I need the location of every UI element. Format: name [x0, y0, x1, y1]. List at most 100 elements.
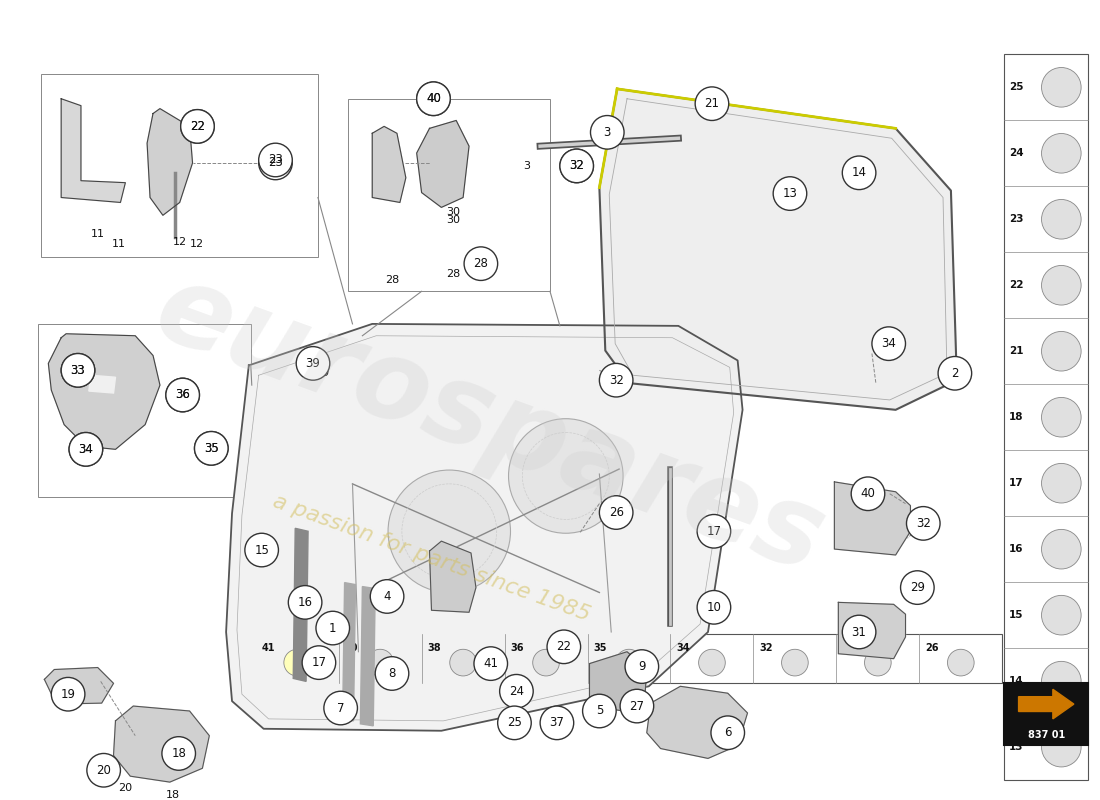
Polygon shape — [647, 686, 748, 758]
Text: 25: 25 — [507, 716, 521, 730]
Text: 23: 23 — [1009, 214, 1024, 224]
Text: 17: 17 — [706, 525, 722, 538]
Text: 40: 40 — [426, 92, 441, 106]
Circle shape — [296, 346, 330, 380]
Circle shape — [69, 433, 102, 466]
Polygon shape — [89, 375, 116, 393]
Circle shape — [1042, 134, 1081, 173]
Polygon shape — [590, 652, 647, 711]
Circle shape — [371, 580, 404, 614]
Circle shape — [851, 477, 884, 510]
Text: 17: 17 — [311, 656, 327, 669]
Circle shape — [625, 650, 659, 683]
Circle shape — [323, 691, 358, 725]
Circle shape — [52, 678, 85, 711]
Circle shape — [195, 431, 228, 465]
Text: 30: 30 — [447, 207, 460, 218]
Circle shape — [1042, 266, 1081, 305]
Circle shape — [843, 156, 876, 190]
Circle shape — [773, 177, 806, 210]
Text: 22: 22 — [190, 120, 205, 133]
Text: 40: 40 — [426, 92, 441, 106]
Circle shape — [782, 650, 808, 676]
Text: 25: 25 — [1009, 82, 1024, 92]
Polygon shape — [429, 541, 476, 612]
Circle shape — [532, 650, 560, 676]
Circle shape — [1042, 331, 1081, 371]
Text: 9: 9 — [638, 660, 646, 673]
Text: 11: 11 — [90, 229, 104, 239]
Circle shape — [600, 363, 632, 397]
Text: 23: 23 — [268, 154, 283, 166]
Circle shape — [901, 570, 934, 604]
Circle shape — [258, 146, 293, 180]
Circle shape — [872, 327, 905, 361]
Circle shape — [366, 650, 394, 676]
Circle shape — [162, 737, 196, 770]
Text: 37: 37 — [550, 716, 564, 730]
Text: 33: 33 — [70, 364, 86, 377]
Circle shape — [1042, 595, 1081, 635]
Circle shape — [540, 706, 574, 740]
Text: 34: 34 — [78, 443, 94, 456]
Text: 28: 28 — [473, 257, 488, 270]
Circle shape — [166, 378, 199, 412]
Text: 24: 24 — [1009, 148, 1024, 158]
Text: 29: 29 — [910, 581, 925, 594]
Circle shape — [69, 433, 102, 466]
Text: 34: 34 — [881, 337, 896, 350]
Polygon shape — [835, 482, 911, 555]
Circle shape — [616, 650, 642, 676]
Text: 39: 39 — [306, 357, 320, 370]
Text: 41: 41 — [262, 643, 275, 653]
Text: 12: 12 — [189, 239, 204, 249]
Circle shape — [697, 514, 730, 548]
Circle shape — [388, 470, 510, 593]
Circle shape — [464, 247, 497, 281]
FancyBboxPatch shape — [1004, 54, 1088, 780]
Polygon shape — [62, 98, 125, 202]
Circle shape — [698, 650, 725, 676]
Circle shape — [474, 647, 507, 680]
Text: 15: 15 — [1009, 610, 1024, 620]
Text: 16: 16 — [1009, 544, 1024, 554]
Circle shape — [1042, 463, 1081, 503]
Circle shape — [591, 115, 624, 149]
Circle shape — [508, 418, 623, 534]
Text: 10: 10 — [706, 601, 722, 614]
Circle shape — [302, 646, 336, 679]
Text: 35: 35 — [204, 442, 219, 455]
Text: 32: 32 — [608, 374, 624, 386]
Text: 13: 13 — [1009, 742, 1024, 752]
Circle shape — [711, 716, 745, 750]
Text: 837 01: 837 01 — [1027, 730, 1065, 740]
Text: 39: 39 — [315, 368, 329, 378]
FancyBboxPatch shape — [348, 98, 550, 291]
Text: 30: 30 — [447, 215, 460, 226]
Text: 32: 32 — [916, 517, 931, 530]
Circle shape — [695, 87, 728, 121]
Circle shape — [865, 650, 891, 676]
Text: 13: 13 — [782, 187, 797, 200]
Circle shape — [258, 143, 293, 177]
Circle shape — [1042, 398, 1081, 437]
Circle shape — [1042, 67, 1081, 107]
Circle shape — [87, 754, 120, 787]
Circle shape — [547, 630, 581, 664]
Text: 34: 34 — [78, 443, 94, 456]
Text: 34: 34 — [676, 643, 690, 653]
Circle shape — [600, 496, 632, 530]
Polygon shape — [48, 334, 160, 450]
Text: 18: 18 — [1009, 412, 1024, 422]
Polygon shape — [372, 126, 406, 202]
Text: 21: 21 — [1009, 346, 1024, 356]
Text: 8: 8 — [388, 667, 396, 680]
Circle shape — [499, 674, 534, 708]
Polygon shape — [147, 109, 192, 215]
Circle shape — [62, 354, 95, 387]
Text: 36: 36 — [510, 643, 524, 653]
Text: 19: 19 — [60, 688, 76, 701]
Text: 14: 14 — [1009, 676, 1024, 686]
Circle shape — [245, 534, 278, 567]
Circle shape — [375, 657, 409, 690]
